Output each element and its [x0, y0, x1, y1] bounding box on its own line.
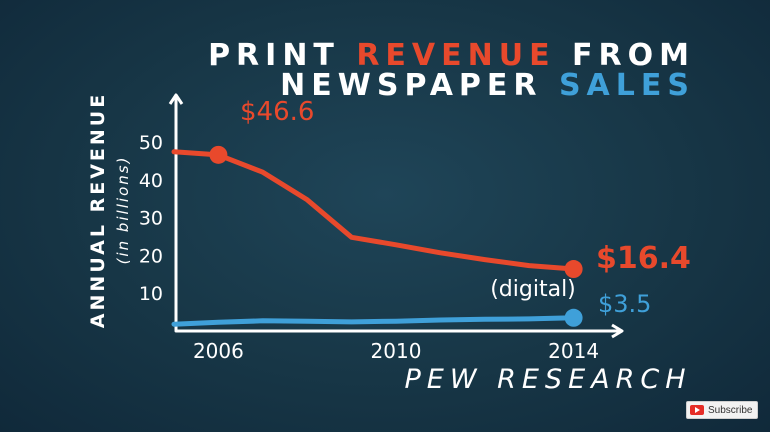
y-tick-label-10: 10: [139, 283, 163, 305]
marker-print-start: [209, 145, 228, 164]
series-line-digital: [171, 315, 577, 327]
title-word-0: NEWSPAPER: [280, 68, 559, 103]
chart-title-line-1: PRINT REVENUE FROM: [208, 38, 695, 73]
title-word-2: FROM: [556, 38, 695, 73]
subscribe-label: Subscribe: [708, 404, 753, 416]
title-word-1: REVENUE: [356, 38, 555, 73]
title-word-0: PRINT: [208, 38, 356, 73]
chart-title-line-2: NEWSPAPER SALES: [280, 68, 695, 103]
axes: [174, 97, 620, 333]
data-label-print-end: $16.4: [596, 241, 691, 276]
youtube-logo-icon: [690, 405, 704, 415]
subscribe-button[interactable]: Subscribe: [686, 401, 758, 419]
y-axis-arrow: [168, 93, 184, 105]
title-word-1: SALES: [559, 68, 695, 103]
x-axis-arrow: [611, 323, 624, 339]
marker-digital-end: [564, 308, 583, 327]
y-tick-label-50: 50: [139, 132, 163, 154]
y-tick-label-30: 30: [139, 208, 163, 230]
x-tick-label-2014: 2014: [548, 339, 599, 363]
data-label-digital-end: $3.5: [598, 290, 651, 318]
x-tick-label-2006: 2006: [193, 339, 244, 363]
marker-print-end: [564, 260, 583, 279]
y-axis-sublabel: (in billions): [114, 156, 132, 265]
y-tick-label-20: 20: [139, 245, 163, 267]
y-axis-label: ANNUAL REVENUE: [87, 92, 109, 328]
source-label: PEW RESEARCH: [404, 364, 691, 395]
data-label-print-start: $46.6: [240, 97, 314, 127]
x-tick-label-2010: 2010: [371, 339, 422, 363]
annotation-digital: (digital): [490, 277, 576, 302]
series-line-print: [171, 149, 577, 272]
y-tick-label-40: 40: [139, 170, 163, 192]
